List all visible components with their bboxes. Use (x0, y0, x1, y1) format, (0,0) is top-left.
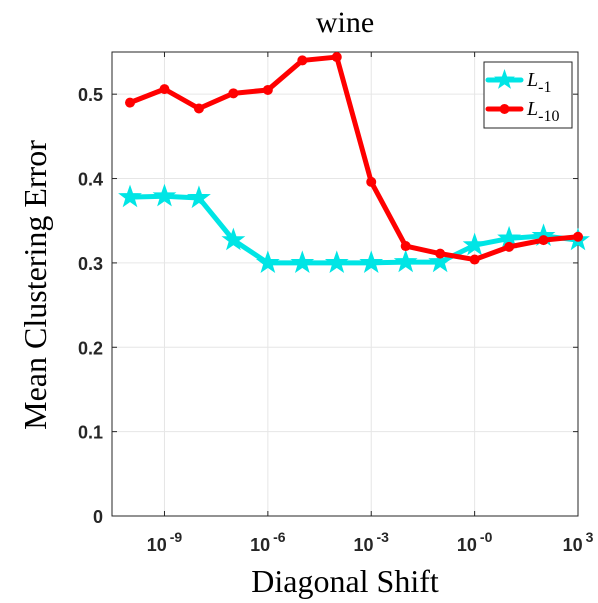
data-point-circle (504, 241, 515, 252)
data-point-circle (228, 88, 239, 99)
y-axis-label: Mean Clustering Error (17, 140, 53, 430)
plot-area-border (111, 51, 579, 517)
series-2 (125, 52, 583, 265)
data-point-circle (366, 176, 377, 187)
x-axis-label: Diagonal Shift (251, 563, 439, 599)
data-point-circle (538, 235, 549, 246)
data-point-circle (159, 84, 170, 95)
data-point-star (255, 250, 280, 274)
chart-title: wine (316, 6, 374, 39)
data-point-circle (469, 254, 480, 265)
y-tick-label: 0.3 (78, 254, 103, 274)
data-point-star (462, 232, 487, 256)
y-tick-label: 0.5 (78, 85, 103, 105)
data-point-circle (331, 52, 342, 63)
data-point-circle (435, 248, 446, 259)
legend: L-1L-10 (483, 61, 573, 129)
series (118, 52, 590, 274)
data-point-circle (262, 84, 273, 95)
data-point-star (290, 250, 315, 274)
y-tick-label: 0.1 (78, 423, 103, 443)
legend-marker-star (494, 69, 515, 89)
y-tick-label: 0.4 (78, 170, 103, 190)
data-point-star (221, 227, 246, 251)
data-point-star (187, 185, 211, 209)
data-point-circle (297, 55, 308, 66)
legend-box (483, 61, 573, 129)
y-tick-label: 0 (93, 507, 103, 527)
data-point-star (428, 249, 453, 273)
y-tick-label: 0.2 (78, 338, 103, 358)
data-point-star (118, 184, 142, 208)
data-point-circle (193, 103, 204, 114)
data-point-star (359, 250, 384, 274)
series-line (127, 54, 581, 263)
data-point-star (324, 250, 349, 274)
data-point-star (393, 249, 418, 273)
legend-marker-circle (499, 104, 510, 114)
data-point-circle (125, 97, 136, 108)
data-point-star (152, 183, 177, 207)
data-point-circle (573, 231, 583, 242)
data-point-circle (400, 241, 411, 252)
